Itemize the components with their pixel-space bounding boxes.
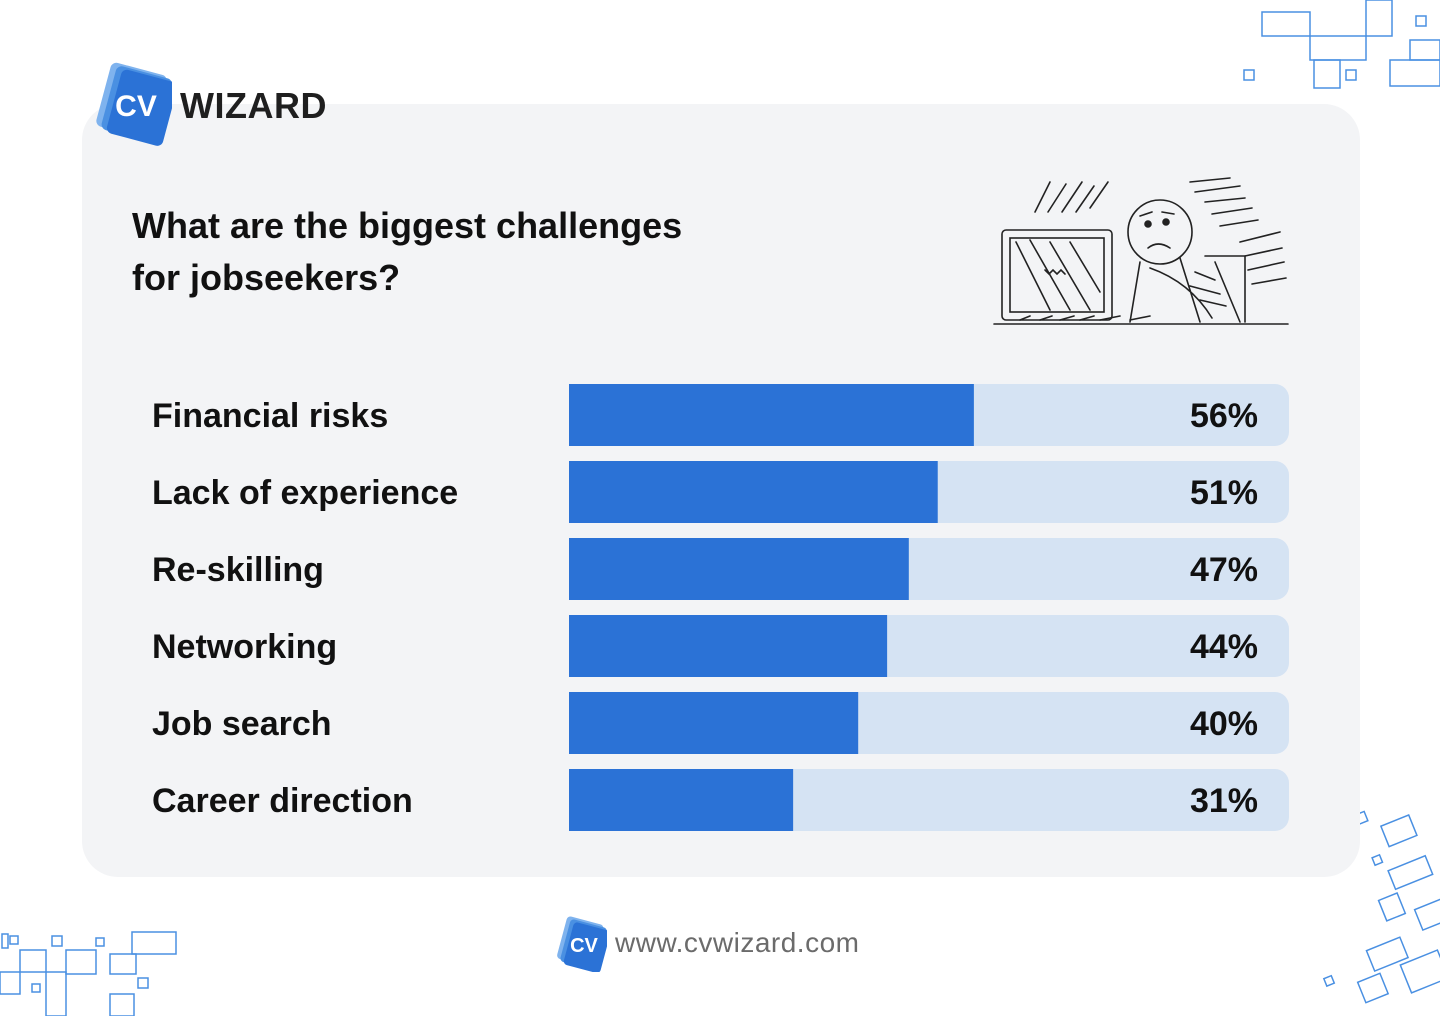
bar <box>569 384 974 446</box>
value-label: 47% <box>1190 551 1258 589</box>
bar <box>569 615 888 677</box>
chart-title: What are the biggest challenges for jobs… <box>132 200 812 304</box>
value-label: 40% <box>1190 705 1258 743</box>
bar <box>569 461 938 523</box>
decorative-pattern-top-right <box>1243 0 1440 89</box>
decorative-pattern-bottom-right <box>1322 810 1440 1004</box>
footer-badge-text: CV <box>570 935 598 957</box>
category-label: Financial risks <box>152 397 388 435</box>
category-label: Networking <box>152 628 337 666</box>
bar <box>569 769 794 831</box>
value-label: 31% <box>1190 782 1258 820</box>
category-label: Lack of experience <box>152 474 458 512</box>
website-link[interactable]: www.cvwizard.com <box>615 927 860 958</box>
bar <box>569 538 909 600</box>
stressed-person-illustration-icon <box>993 177 1289 325</box>
category-label: Job search <box>152 705 332 743</box>
cv-wizard-logo-icon: CV <box>92 58 178 148</box>
value-label: 51% <box>1190 474 1258 512</box>
logo-wordmark: WIZARD <box>180 85 327 126</box>
value-label: 56% <box>1190 397 1258 435</box>
logo-badge-text: CV <box>115 90 157 123</box>
category-label: Career direction <box>152 782 413 820</box>
value-label: 44% <box>1190 628 1258 666</box>
decorative-pattern-bottom-left <box>0 931 177 1016</box>
chart-title-line-1: What are the biggest challenges <box>132 205 683 246</box>
chart-title-line-2: for jobseekers? <box>132 257 401 298</box>
footer: CV www.cvwizard.com <box>555 914 859 972</box>
bar <box>569 692 859 754</box>
category-label: Re-skilling <box>152 551 324 589</box>
cv-wizard-logo: CV WIZARD <box>92 58 327 148</box>
footer-logo-icon: CV <box>557 916 607 972</box>
